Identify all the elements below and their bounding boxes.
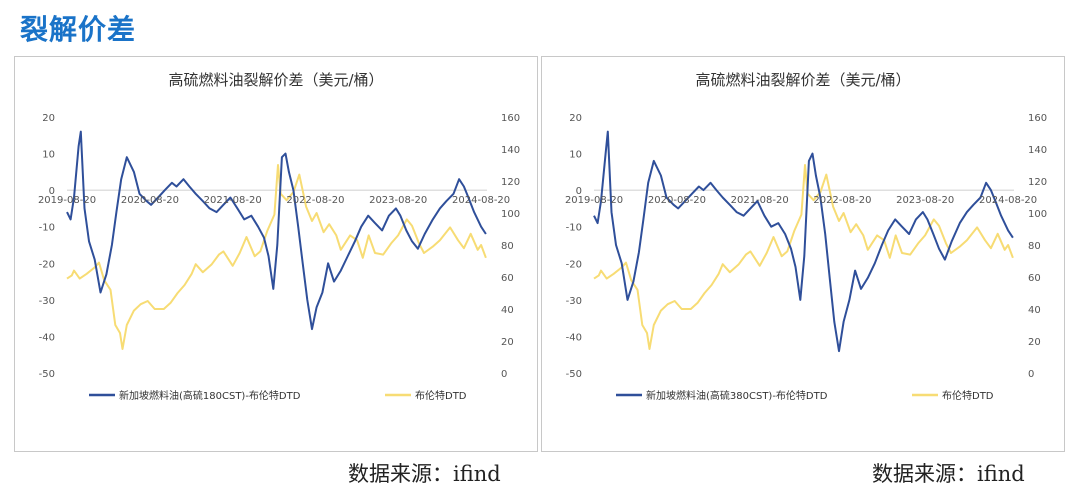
series-line-spread [593, 130, 1014, 353]
y-left-tick-label: -50 [39, 369, 55, 380]
y-left-tick-label: -30 [39, 296, 55, 307]
legend-label-spread: 新加坡燃料油(高硫380CST)-布伦特DTD [646, 389, 828, 402]
y-left-tick-label: -30 [566, 296, 582, 307]
x-tick-label: 2024-08-20 [979, 195, 1037, 206]
x-tick-label: 2019-08-20 [565, 195, 623, 206]
y-left-tick-label: 20 [42, 113, 55, 124]
x-tick-label: 2022-08-20 [813, 195, 871, 206]
series-line-brent [66, 164, 487, 350]
y-left-tick-label: -10 [566, 223, 582, 234]
chart-title: 高硫燃料油裂解价差（美元/桶） [695, 71, 910, 89]
y-right-tick-label: 80 [1028, 241, 1041, 252]
legend-label-brent: 布伦特DTD [942, 389, 994, 402]
y-right-tick-label: 40 [501, 305, 514, 316]
y-right-tick-label: 60 [1028, 273, 1041, 284]
chart-180cst: 高硫燃料油裂解价差（美元/桶）20100-10-20-30-40-5016014… [38, 71, 520, 402]
y-right-tick-label: 40 [1028, 305, 1041, 316]
y-right-tick-label: 100 [501, 209, 520, 220]
x-tick-label: 2024-08-20 [452, 195, 510, 206]
legend-label-brent: 布伦特DTD [415, 389, 467, 402]
x-tick-label: 2022-08-20 [286, 195, 344, 206]
y-right-tick-label: 0 [1028, 369, 1034, 380]
chart-title: 高硫燃料油裂解价差（美元/桶） [168, 71, 383, 89]
data-source-label-right: 数据来源：ifind [872, 462, 1025, 486]
chart-panel-180cst: 高硫燃料油裂解价差（美元/桶） 20 10 0 -10 -20 -30 -40 -50 160 14… [14, 56, 538, 452]
legend-label-spread: 新加坡燃料油(高硫180CST)-布伦特DTD [119, 389, 301, 402]
y-right-tick-label: 160 [501, 113, 520, 124]
y-right-tick-label: 80 [501, 241, 514, 252]
page-title: 裂解价差 [20, 13, 137, 46]
x-tick-label: 2020-08-20 [648, 195, 706, 206]
y-left-tick-label: -40 [39, 332, 55, 343]
y-left-tick-label: 0 [49, 186, 55, 197]
y-right-tick-label: 100 [1028, 209, 1047, 220]
y-right-tick-label: 140 [1028, 145, 1047, 156]
y-left-tick-label: -10 [39, 223, 55, 234]
y-left-tick-label: 10 [42, 150, 55, 161]
y-right-tick-label: 120 [501, 177, 520, 188]
chart-panel-380cst: 高硫燃料油裂解价差（美元/桶） 20 10 0 -10 -20 -30 -40 -50 160 14… [541, 56, 1065, 452]
y-right-tick-label: 20 [501, 337, 514, 348]
y-right-tick-label: 20 [1028, 337, 1041, 348]
data-source-label-left: 数据来源：ifind [348, 462, 501, 486]
chart-380cst: 高硫燃料油裂解价差（美元/桶）20100-10-20-30-40-5016014… [565, 71, 1047, 402]
x-tick-label: 2021-08-20 [731, 195, 789, 206]
series-line-brent [593, 164, 1014, 350]
y-left-tick-label: 20 [569, 113, 582, 124]
x-tick-label: 2023-08-20 [369, 195, 427, 206]
y-right-tick-label: 120 [1028, 177, 1047, 188]
y-left-tick-label: -20 [39, 259, 55, 270]
y-left-tick-label: -50 [566, 369, 582, 380]
y-right-tick-label: 160 [1028, 113, 1047, 124]
y-right-tick-label: 140 [501, 145, 520, 156]
y-right-tick-label: 0 [501, 369, 507, 380]
y-left-tick-label: -40 [566, 332, 582, 343]
x-tick-label: 2021-08-20 [204, 195, 262, 206]
x-tick-label: 2023-08-20 [896, 195, 954, 206]
series-line-spread [66, 130, 487, 331]
y-right-tick-label: 60 [501, 273, 514, 284]
y-left-tick-label: -20 [566, 259, 582, 270]
x-tick-label: 2020-08-20 [121, 195, 179, 206]
x-tick-label: 2019-08-20 [38, 195, 96, 206]
y-left-tick-label: 0 [576, 186, 582, 197]
y-left-tick-label: 10 [569, 150, 582, 161]
